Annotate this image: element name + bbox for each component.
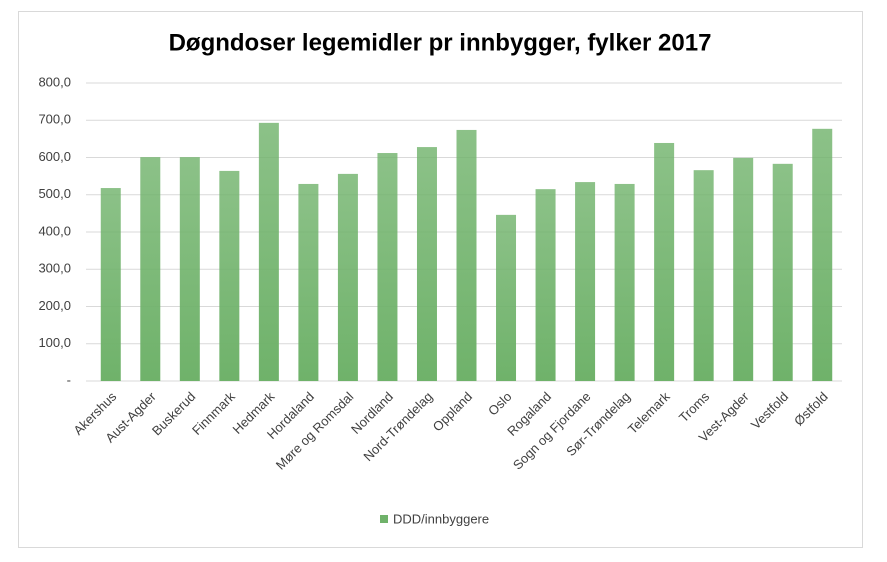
bar [219,170,240,381]
bar [140,157,161,381]
bar [496,214,517,381]
y-tick-label: 200,0 [38,298,71,313]
bar [100,188,121,381]
legend-label: DDD/innbyggere [393,511,489,526]
bar [575,182,596,381]
bar [456,129,477,381]
bar [298,183,319,381]
y-tick-label: 400,0 [38,223,71,238]
bar [733,157,754,381]
y-tick-label: 600,0 [38,149,71,164]
chart-title: Døgndoser legemidler pr innbygger, fylke… [169,29,712,56]
y-tick-label: - [67,372,71,387]
y-tick-label: 800,0 [38,74,71,89]
bar [416,147,437,381]
legend-marker [380,515,388,523]
y-tick-label: 100,0 [38,335,71,350]
bar [812,128,833,381]
bar [377,153,398,381]
bar [337,173,358,381]
y-tick-label: 500,0 [38,186,71,201]
y-tick-label: 700,0 [38,112,71,127]
bar [654,142,675,381]
bar [614,183,635,381]
bar [179,157,200,381]
bar [772,163,793,381]
y-tick-label: 300,0 [38,261,71,276]
bar [693,170,714,381]
bar [535,189,556,381]
bar [258,122,279,382]
